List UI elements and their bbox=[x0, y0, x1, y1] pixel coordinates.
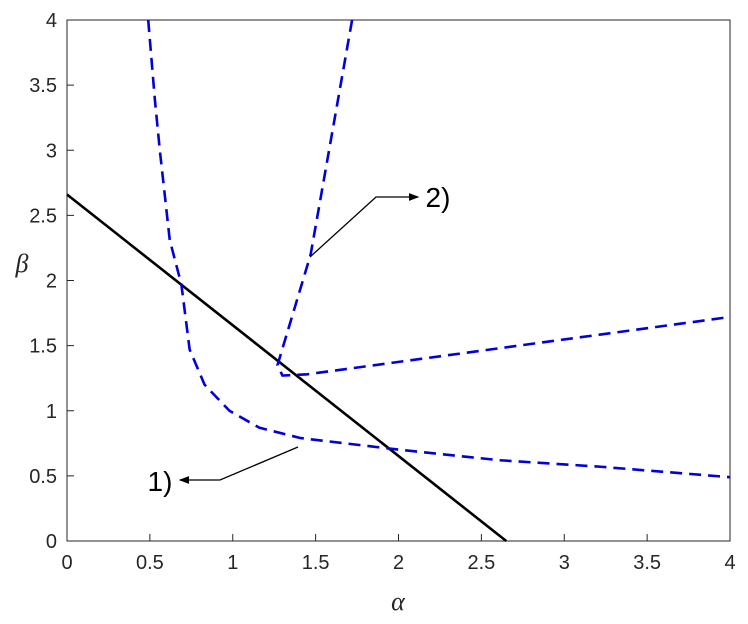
y-tick-label: 4 bbox=[46, 10, 57, 32]
x-tick-label: 0 bbox=[61, 552, 72, 574]
x-axis-label: α bbox=[391, 587, 406, 616]
x-tick-label: 2.5 bbox=[467, 552, 495, 574]
annotation-arrow bbox=[309, 193, 420, 258]
x-tick-label: 3.5 bbox=[633, 552, 661, 574]
data-line bbox=[276, 19, 731, 377]
y-tick-label: 1 bbox=[46, 401, 57, 423]
y-tick-label: 2.5 bbox=[29, 205, 57, 227]
x-tick-label: 1.5 bbox=[302, 552, 330, 574]
data-line bbox=[66, 193, 508, 543]
plot-frame bbox=[66, 19, 731, 542]
annotation: 1) bbox=[148, 466, 173, 497]
y-tick-label: 0.5 bbox=[29, 466, 57, 488]
y-tick-label: 3 bbox=[46, 140, 57, 162]
annotation: 2) bbox=[426, 182, 451, 213]
x-tick-label: 2 bbox=[393, 552, 404, 574]
y-tick-label: 3.5 bbox=[29, 75, 57, 97]
x-tick-label: 0.5 bbox=[136, 552, 164, 574]
annotation-arrow bbox=[178, 446, 299, 484]
x-tick-label: 4 bbox=[724, 552, 735, 574]
y-tick-label: 0 bbox=[46, 531, 57, 553]
y-axis-label: β bbox=[15, 249, 29, 278]
x-tick-label: 1 bbox=[227, 552, 238, 574]
y-tick-label: 2 bbox=[46, 271, 57, 293]
x-tick-label: 3 bbox=[559, 552, 570, 574]
data-line bbox=[146, 19, 731, 479]
y-tick-label: 1.5 bbox=[29, 336, 57, 358]
